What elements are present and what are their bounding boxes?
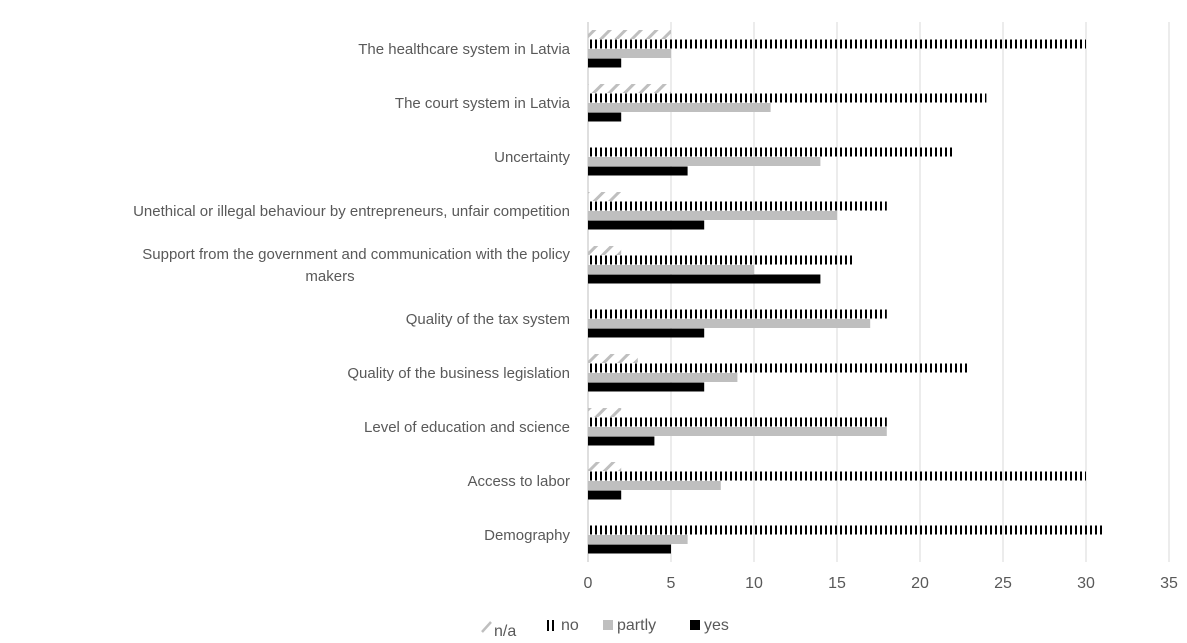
bar-partly	[588, 157, 821, 166]
bar-yes	[588, 274, 821, 284]
legend-label-partly: partly	[617, 617, 656, 634]
bar-no	[588, 309, 887, 319]
bar-partly	[588, 373, 738, 382]
bar-partly	[588, 103, 771, 112]
bar-yes	[588, 436, 655, 446]
legend-label-yes: yes	[704, 617, 729, 634]
bar-n-a	[588, 462, 622, 471]
bar-partly	[588, 481, 721, 490]
legend: n/a no partly yes	[481, 617, 729, 640]
bar-no	[588, 201, 887, 211]
bar-partly	[588, 427, 887, 436]
category-labels: The healthcare system in Latvia The court…	[133, 41, 571, 544]
bar-no	[588, 255, 854, 265]
category-label: makers	[305, 268, 354, 285]
bar-yes	[588, 166, 688, 176]
bars	[588, 30, 1103, 554]
bar-no	[588, 39, 1086, 49]
bar-n-a	[588, 408, 622, 417]
x-tick-label: 5	[667, 575, 676, 592]
bar-yes	[588, 490, 622, 500]
bar-n-a	[588, 354, 638, 363]
category-label: The court system in Latvia	[395, 95, 571, 112]
x-tick-label: 35	[1160, 575, 1178, 592]
bar-yes	[588, 112, 622, 122]
bar-yes	[588, 328, 705, 338]
x-tick-label: 0	[584, 575, 593, 592]
bar-partly	[588, 319, 871, 328]
category-label: Unethical or illegal behaviour by entrep…	[133, 203, 570, 220]
x-tick-label: 10	[745, 575, 763, 592]
bar-no	[588, 471, 1086, 481]
legend-label-n-a: n/a	[494, 623, 516, 640]
bar-yes	[588, 58, 622, 68]
x-tick-label: 30	[1077, 575, 1095, 592]
legend-label-no: no	[561, 617, 579, 634]
legend-swatch-no	[547, 620, 554, 631]
bar-partly	[588, 211, 837, 220]
bar-no	[588, 147, 954, 157]
x-tick-label: 20	[911, 575, 929, 592]
bar-n-a	[588, 84, 671, 93]
bar-yes	[588, 220, 705, 230]
bar-n-a	[588, 192, 622, 201]
bar-no	[588, 525, 1103, 535]
legend-swatch-n-a	[481, 621, 492, 633]
bar-no	[588, 417, 887, 427]
bar-no	[588, 93, 987, 103]
category-label: Demography	[484, 527, 570, 544]
bar-no	[588, 363, 970, 373]
bar-n-a	[588, 246, 622, 255]
bar-partly	[588, 49, 671, 58]
bar-yes	[588, 382, 705, 392]
category-label: Uncertainty	[494, 149, 570, 166]
category-label: Level of education and science	[364, 419, 570, 436]
bar-partly	[588, 265, 754, 274]
x-tick-label: 15	[828, 575, 846, 592]
bar-yes	[588, 544, 671, 554]
category-label: Quality of the business legislation	[347, 365, 570, 382]
category-label: Support from the government and communic…	[142, 246, 570, 263]
bar-n-a	[588, 30, 671, 39]
x-tick-labels: 0 5 10 15 20 25 30 35	[584, 575, 1178, 592]
legend-swatch-yes	[690, 620, 700, 630]
category-label: Access to labor	[467, 473, 570, 490]
category-label: Quality of the tax system	[406, 311, 570, 328]
x-tick-label: 25	[994, 575, 1012, 592]
legend-swatch-partly	[603, 620, 613, 630]
category-label: The healthcare system in Latvia	[358, 41, 570, 58]
bar-partly	[588, 535, 688, 544]
